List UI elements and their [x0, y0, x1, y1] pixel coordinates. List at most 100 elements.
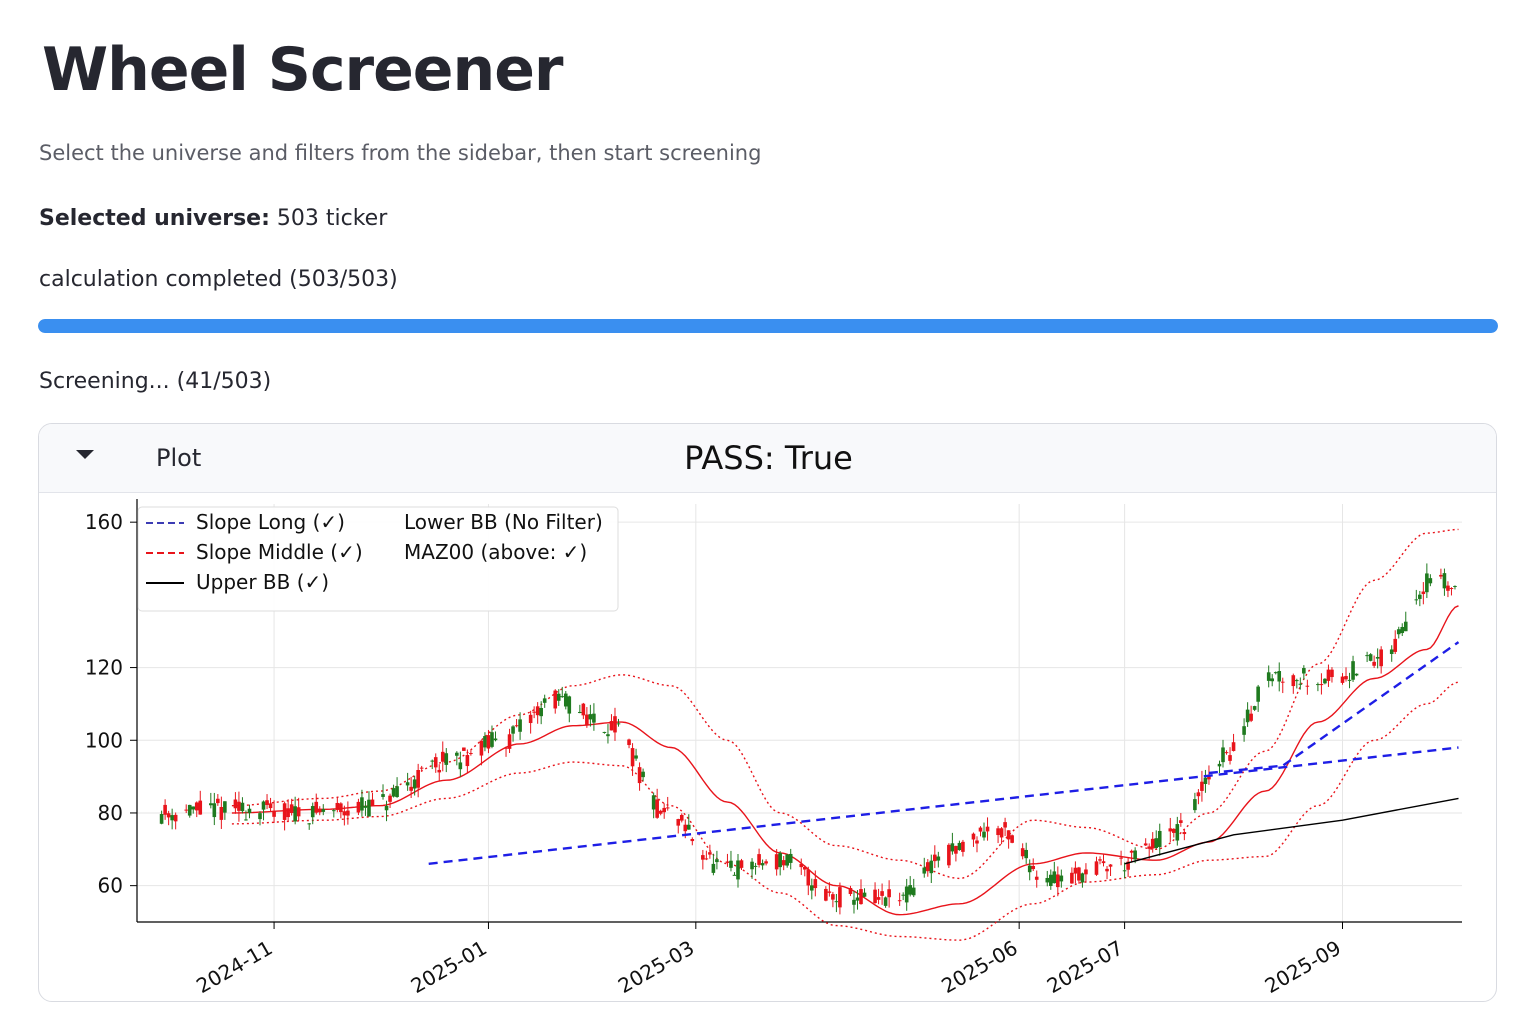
candle-up — [391, 788, 396, 797]
candle-down — [1077, 867, 1081, 881]
candle-up — [1175, 824, 1180, 841]
candle-down — [1344, 676, 1348, 680]
candle-up — [381, 794, 385, 797]
candle-down — [1073, 867, 1078, 874]
candle-down — [1231, 742, 1236, 751]
candle-down — [831, 894, 835, 900]
candle-down — [1449, 588, 1454, 590]
candle-down — [342, 811, 347, 816]
candle-down — [462, 747, 466, 751]
plot-expander-header[interactable]: Plot — [39, 424, 1496, 493]
candle-up — [1403, 621, 1408, 632]
candle-down — [184, 809, 189, 811]
candle-down — [440, 751, 445, 762]
candle-up — [458, 762, 463, 770]
candle-up — [293, 806, 297, 822]
candle-up — [1277, 671, 1282, 682]
candle-down — [409, 786, 413, 791]
candle-down — [194, 802, 199, 811]
candle-up — [1323, 678, 1327, 684]
candle-down — [887, 889, 891, 898]
candle-up — [1354, 673, 1359, 676]
candle-down — [1393, 638, 1398, 652]
calculation-status: calculation completed (503/503) — [39, 267, 398, 292]
candle-up — [412, 779, 417, 789]
candle-up — [1217, 763, 1222, 767]
candle-down — [781, 860, 786, 866]
candle-up — [1295, 680, 1299, 682]
candle-down — [1340, 676, 1345, 683]
candle-down — [1056, 874, 1060, 888]
candle-down — [1070, 872, 1074, 884]
candle-up — [560, 696, 565, 698]
candle-down — [658, 810, 663, 814]
candle-up — [1389, 649, 1394, 655]
candle-down — [1098, 859, 1102, 861]
candle-down — [504, 747, 508, 749]
candle-down — [416, 769, 420, 788]
candle-down — [1168, 828, 1173, 832]
candle-up — [1375, 656, 1380, 659]
candle-up — [616, 723, 621, 725]
candle-up — [911, 887, 916, 896]
candle-down — [233, 799, 238, 809]
candle-down — [630, 748, 635, 767]
candle-up — [1414, 599, 1419, 601]
slope-long-line — [428, 746, 1459, 865]
x-tick-label: 2024-11 — [192, 936, 276, 999]
y-tick-label: 60 — [98, 874, 123, 898]
candle-down — [198, 800, 203, 815]
candle-down — [1034, 876, 1039, 880]
candle-up — [539, 707, 543, 717]
page-title: Wheel Screener — [42, 35, 563, 105]
candle-down — [1003, 822, 1007, 828]
candle-down — [975, 840, 979, 844]
legend-entry: Slope Long (✓) — [196, 510, 345, 534]
candle-up — [556, 693, 561, 701]
candle-up — [1252, 706, 1257, 710]
x-tick-label: 2025-03 — [614, 936, 698, 999]
candle-up — [1154, 838, 1159, 848]
candle-up — [1203, 777, 1208, 785]
candle-down — [1010, 835, 1014, 843]
candle-up — [753, 865, 758, 867]
candle-down — [1031, 865, 1036, 870]
candle-up — [686, 824, 691, 830]
candle-up — [834, 901, 839, 903]
candle-down — [848, 887, 853, 895]
candle-down — [317, 808, 322, 813]
candle-down — [1291, 675, 1296, 687]
legend-entry: Slope Middle (✓) — [196, 540, 363, 564]
caret-down-icon[interactable] — [76, 450, 94, 459]
selected-universe-value: 503 ticker — [276, 206, 388, 231]
progress-bar-fill — [38, 319, 1498, 333]
candle-up — [212, 803, 217, 818]
progress-bar — [38, 319, 1498, 333]
candle-down — [813, 879, 818, 889]
candle-up — [363, 805, 368, 808]
y-tick-label: 80 — [98, 801, 123, 825]
candle-up — [1122, 870, 1127, 872]
candle-up — [602, 731, 607, 733]
candle-down — [1200, 781, 1204, 791]
candle-up — [950, 843, 955, 852]
candle-up — [1266, 672, 1271, 681]
candle-down — [419, 767, 424, 769]
candle-down — [507, 734, 512, 749]
candle-down — [486, 735, 491, 749]
candle-up — [1351, 661, 1355, 680]
candle-down — [1207, 775, 1211, 780]
slope-middle-line — [1208, 641, 1460, 775]
candle-down — [662, 807, 666, 813]
candle-down — [1094, 861, 1099, 875]
candle-up — [883, 897, 888, 906]
candle-up — [490, 732, 494, 747]
candle-down — [627, 739, 631, 746]
candle-up — [588, 714, 593, 720]
candle-down — [679, 814, 684, 821]
candle-up — [936, 856, 941, 861]
candle-down — [774, 854, 779, 870]
candle-down — [1330, 669, 1334, 678]
candle-up — [332, 810, 336, 812]
ma-line — [1124, 797, 1459, 865]
